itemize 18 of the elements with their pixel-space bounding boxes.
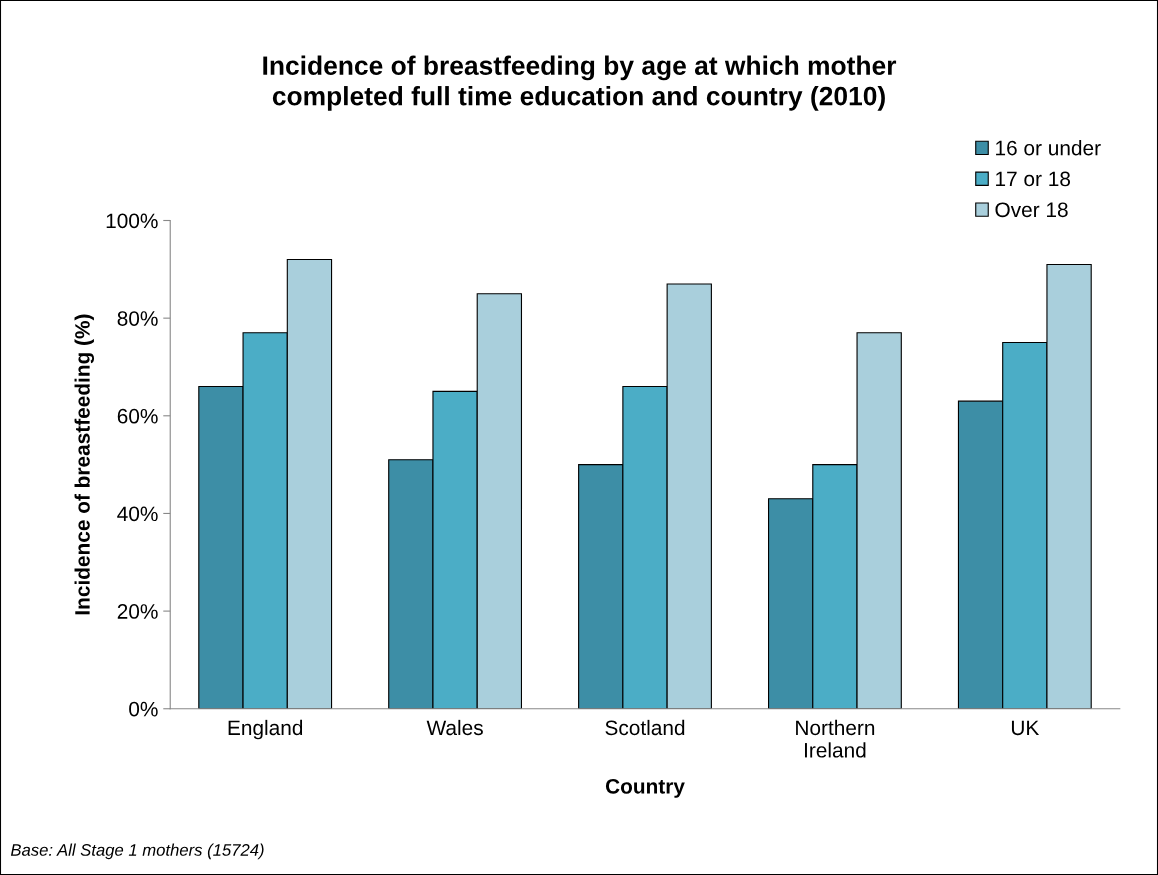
y-tick-label: 40% bbox=[117, 506, 158, 522]
x-axis-title: Country bbox=[605, 778, 685, 798]
x-tick-label: England bbox=[228, 719, 303, 740]
y-tick-label: 20% bbox=[117, 604, 158, 619]
y-tick-label: 60% bbox=[117, 408, 158, 424]
legend-label: 17 or 18 bbox=[996, 171, 1071, 187]
legend-label: Over 18 bbox=[995, 202, 1068, 218]
legend-label: 16 or under bbox=[996, 140, 1101, 156]
chart-title: Incidence of breastfeeding by age at which mother completed full time education and country (2010) bbox=[263, 55, 897, 111]
text: Base: All Stage 1 mothers (15724) bbox=[10, 843, 264, 860]
x-tick-label: Wales bbox=[426, 719, 483, 736]
x-tick-label: UK bbox=[1011, 720, 1040, 736]
x-tick-label: Northern Ireland bbox=[796, 719, 875, 758]
y-tick-label: 0% bbox=[129, 701, 158, 717]
y-tick-label: 100% bbox=[106, 213, 158, 229]
x-tick-label: Scotland bbox=[605, 719, 685, 736]
y-tick-label: 80% bbox=[117, 311, 158, 326]
y-axis-title: Incidence of breastfeeding (%) bbox=[74, 314, 95, 615]
